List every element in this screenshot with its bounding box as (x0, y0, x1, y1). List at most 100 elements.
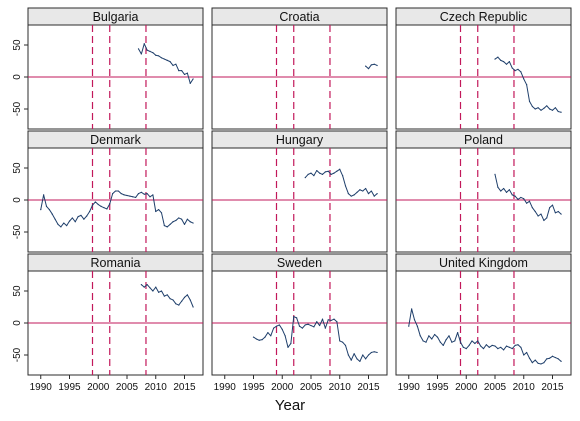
panel-title: Croatia (279, 10, 319, 24)
data-point (367, 68, 370, 70)
y-tick-label: 0 (12, 320, 23, 326)
data-point (307, 323, 309, 325)
data-point (160, 212, 163, 214)
data-point (497, 56, 499, 58)
data-point (523, 198, 525, 200)
data-point (436, 336, 439, 338)
data-point (158, 291, 160, 293)
data-point (554, 107, 556, 109)
data-point (172, 221, 174, 223)
data-point (160, 57, 163, 59)
data-point (135, 196, 137, 199)
panel-title: Poland (464, 133, 503, 147)
x-tick-label: 1990 (398, 382, 421, 393)
data-point (278, 324, 280, 326)
data-point (362, 354, 364, 356)
data-point (178, 70, 180, 72)
data-point (365, 65, 367, 67)
panel-united-kingdom: United Kingdom 1990 1995 2000 2005 2010 2015 (395, 253, 572, 393)
data-point (273, 327, 275, 329)
data-point (339, 168, 341, 170)
panel-title: Hungary (276, 133, 324, 147)
data-point (500, 59, 502, 61)
data-point (428, 335, 430, 337)
data-point (454, 340, 456, 342)
data-point (310, 172, 312, 174)
data-point (514, 344, 516, 346)
data-point (132, 196, 134, 198)
data-point (534, 108, 536, 110)
data-point (258, 339, 260, 341)
data-point (66, 225, 68, 227)
data-point (416, 325, 418, 327)
data-point (152, 52, 154, 54)
y-tick-label: 0 (12, 74, 23, 80)
data-point (106, 208, 108, 210)
data-point (425, 341, 427, 343)
data-point (48, 209, 50, 211)
data-point (114, 190, 117, 192)
x-tick-label: 2000 (87, 382, 110, 393)
data-point (163, 295, 165, 297)
panel-title: Sweden (277, 256, 322, 270)
panel-title: Denmark (90, 133, 141, 147)
data-point (531, 105, 533, 108)
data-point (408, 325, 410, 327)
data-point (551, 204, 554, 206)
data-point (353, 194, 355, 196)
data-point (411, 308, 413, 310)
data-point (112, 193, 114, 195)
data-point (255, 338, 257, 340)
data-point (373, 195, 375, 197)
y-tick-label: 50 (12, 39, 23, 51)
panel-title: Bulgaria (93, 10, 139, 24)
data-point (534, 210, 536, 213)
x-axis-label: Year (275, 397, 305, 414)
data-point (526, 351, 528, 354)
data-point (503, 61, 505, 63)
data-point (520, 71, 522, 73)
data-point (528, 200, 531, 202)
data-point (298, 325, 301, 327)
data-point (419, 335, 421, 337)
data-point (152, 290, 154, 292)
data-point (557, 358, 559, 360)
data-point (321, 318, 324, 320)
data-point (123, 194, 125, 196)
data-point (192, 306, 194, 308)
data-point (152, 194, 154, 196)
data-point (129, 195, 131, 197)
data-point (140, 191, 142, 193)
data-point (551, 109, 554, 111)
data-point (40, 209, 42, 211)
data-point (120, 193, 122, 195)
data-point (468, 344, 470, 346)
data-point (155, 210, 157, 213)
data-point (169, 223, 171, 225)
data-point (514, 70, 516, 72)
data-point (172, 64, 174, 67)
data-point (505, 345, 508, 347)
data-point (543, 219, 545, 222)
data-point (143, 286, 145, 288)
data-point (181, 300, 183, 302)
data-point (281, 328, 283, 330)
data-point (140, 284, 142, 286)
data-point (189, 221, 191, 223)
data-point (183, 296, 186, 298)
data-point (316, 169, 318, 172)
data-point (304, 324, 306, 326)
data-point (347, 354, 349, 356)
x-tick-label: 2005 (484, 382, 507, 393)
data-point (344, 185, 347, 187)
data-point (500, 190, 502, 192)
data-point (465, 348, 467, 350)
series-line (408, 308, 562, 365)
data-point (523, 78, 525, 80)
data-point (342, 341, 344, 343)
data-point (63, 222, 65, 224)
data-point (169, 61, 171, 63)
data-point (166, 294, 168, 296)
